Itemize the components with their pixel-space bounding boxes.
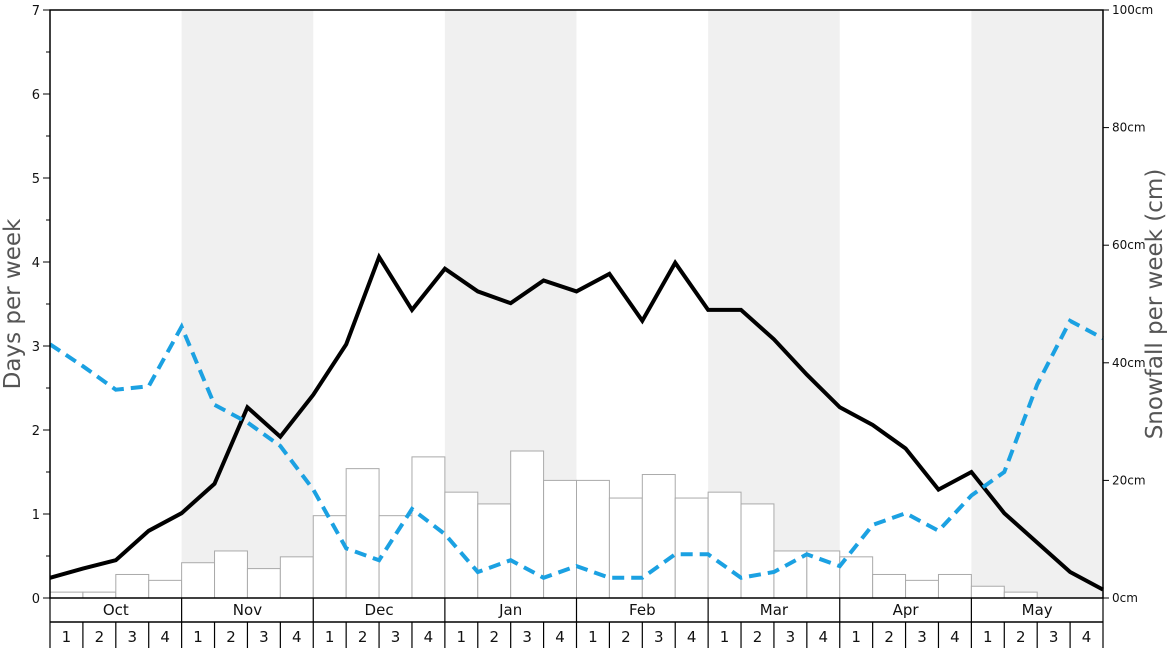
month-label-nov: Nov <box>233 601 262 619</box>
month-label-jan: Jan <box>498 601 522 619</box>
week-label: 1 <box>457 628 467 646</box>
week-label: 3 <box>391 628 401 646</box>
week-label: 2 <box>884 628 894 646</box>
snowfall-bars <box>49 450 1038 599</box>
left-axis-title: Days per week <box>0 218 26 389</box>
week-label: 1 <box>851 628 861 646</box>
snowfall-bar <box>905 579 939 599</box>
snowfall-bar <box>181 562 216 599</box>
right-tick-label: 20cm <box>1112 473 1146 487</box>
week-label: 1 <box>983 628 993 646</box>
month-label-dec: Dec <box>365 601 394 619</box>
snowfall-bar <box>214 550 248 599</box>
left-tick-label: 7 <box>32 4 40 19</box>
snowfall-bar <box>82 591 117 599</box>
right-tick-label: 100cm <box>1112 3 1153 17</box>
snowfall-bar <box>576 479 610 599</box>
dashed-blue-line <box>48 318 1104 580</box>
week-label: 4 <box>950 628 960 646</box>
month-label-may: May <box>1022 601 1053 619</box>
snowfall-bar <box>148 579 183 599</box>
week-label: 4 <box>424 628 434 646</box>
snowfall-bar <box>378 515 413 599</box>
week-label: 3 <box>127 628 137 646</box>
month-label-feb: Feb <box>629 601 656 619</box>
week-label-row: 1 2 3 4 1 2 3 4 1 2 3 4 1 2 3 4 1 2 3 4 1 2 3 4 1 2 3 4 1 2 3 4 <box>49 622 1104 648</box>
right-tick-label: 80cm <box>1112 121 1146 135</box>
snowfall-bar <box>937 573 972 599</box>
left-tick-label: 1 <box>32 508 40 523</box>
snowfall-bar <box>49 591 84 599</box>
snowfall-bar <box>740 503 775 599</box>
month-label-mar: Mar <box>760 601 789 619</box>
snowfall-bar <box>411 456 446 599</box>
month-band-nov <box>181 10 314 598</box>
week-label: 2 <box>358 628 368 646</box>
week-label: 3 <box>1049 628 1059 646</box>
snowfall-bar <box>477 503 512 599</box>
week-label: 1 <box>193 628 203 646</box>
snowfall-bar <box>279 556 314 599</box>
snowfall-bar <box>839 556 874 599</box>
right-axis-ticks: 0cm 20cm 40cm 60cm 80cm 100cm <box>1103 3 1153 605</box>
snowfall-bar <box>641 474 676 599</box>
snowfall-bar <box>345 468 380 599</box>
week-label: 4 <box>687 628 697 646</box>
snowfall-bar <box>115 573 150 599</box>
right-axis-title: Snowfall per week (cm) <box>1142 169 1168 440</box>
right-tick-label: 0cm <box>1112 591 1138 605</box>
week-label: 1 <box>62 628 72 646</box>
week-label: 4 <box>160 628 170 646</box>
snowfall-bar <box>444 491 479 599</box>
snowfall-bar <box>543 479 577 599</box>
snowfall-bar <box>510 450 545 599</box>
snowfall-bar <box>674 497 709 599</box>
right-tick-label: 40cm <box>1112 356 1146 370</box>
month-band-may <box>971 10 1103 598</box>
snowfall-bar <box>872 573 907 599</box>
right-tick-label: 60cm <box>1112 238 1146 252</box>
solid-black-line <box>49 252 1104 592</box>
week-label: 2 <box>95 628 105 646</box>
snowfall-bar <box>970 585 1005 599</box>
week-label: 3 <box>917 628 927 646</box>
left-tick-label: 6 <box>32 88 40 103</box>
week-label: 2 <box>489 628 499 646</box>
snowfall-bar <box>1003 591 1038 599</box>
left-axis-ticks: 0 1 2 3 4 5 6 7 <box>32 4 50 607</box>
week-label: 2 <box>753 628 763 646</box>
snowfall-bar <box>312 515 347 599</box>
week-label: 3 <box>522 628 532 646</box>
week-label: 4 <box>555 628 565 646</box>
left-tick-label: 2 <box>32 424 40 439</box>
week-label: 4 <box>819 628 829 646</box>
month-label-row: Oct Nov Dec Jan Feb Mar Apr May <box>49 598 1104 623</box>
week-label: 1 <box>720 628 730 646</box>
week-label: 3 <box>259 628 269 646</box>
snowfall-bar <box>246 568 281 599</box>
series-lines <box>48 252 1104 592</box>
left-tick-label: 5 <box>32 172 40 187</box>
snowfall-bar <box>608 497 643 599</box>
left-tick-label: 3 <box>32 340 40 355</box>
month-label-oct: Oct <box>103 601 129 619</box>
snowfall-bar <box>707 491 742 599</box>
week-label: 3 <box>786 628 796 646</box>
left-tick-label: 0 <box>32 592 40 607</box>
week-label: 2 <box>226 628 236 646</box>
week-label: 2 <box>1016 628 1026 646</box>
month-label-apr: Apr <box>893 601 920 619</box>
week-label: 2 <box>621 628 631 646</box>
week-label: 1 <box>325 628 335 646</box>
left-tick-label: 4 <box>32 256 40 271</box>
week-label: 4 <box>292 628 302 646</box>
snowfall-bar <box>773 550 808 599</box>
week-label: 1 <box>588 628 598 646</box>
week-label: 4 <box>1082 628 1092 646</box>
week-label: 3 <box>654 628 664 646</box>
